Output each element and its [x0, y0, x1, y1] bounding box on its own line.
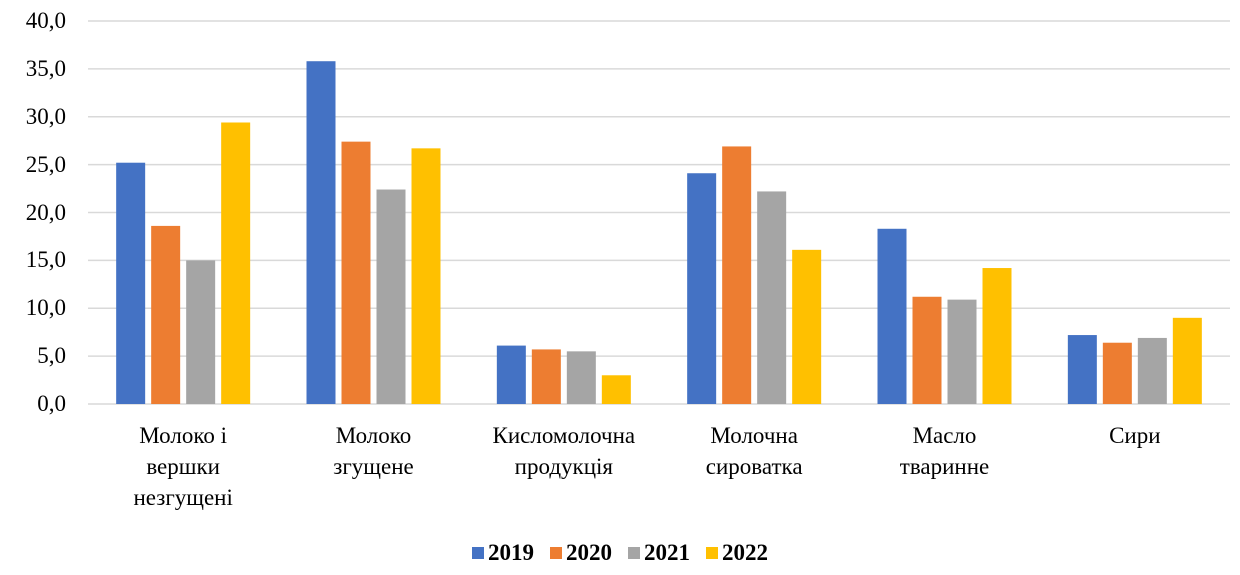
x-tick-label: Молоко і вершки незгущені: [133, 423, 233, 510]
y-tick-label: 5,0: [37, 343, 66, 369]
bar: [722, 146, 752, 404]
bar: [566, 351, 596, 404]
bar: [341, 141, 371, 404]
x-tick-label: Молочна сироватка: [705, 423, 803, 479]
bar: [601, 375, 631, 404]
bar: [376, 189, 406, 404]
bar: [912, 296, 942, 404]
legend-item: 2021: [628, 540, 690, 566]
bar: [792, 249, 822, 404]
bar: [221, 122, 251, 405]
legend-item: 2020: [550, 540, 612, 566]
legend-label: 2019: [488, 540, 534, 565]
bar: [306, 61, 336, 405]
bar: [1172, 317, 1202, 404]
legend-label: 2020: [566, 540, 612, 565]
x-tick-label: Сири: [1109, 423, 1161, 448]
bar: [1067, 335, 1097, 404]
bar: [757, 191, 787, 404]
bar: [982, 268, 1012, 404]
bar: [531, 349, 561, 404]
legend-swatch: [550, 547, 562, 559]
bar: [947, 299, 977, 404]
x-tick-label: Молоко згущене: [333, 423, 414, 479]
bar: [1137, 337, 1167, 404]
y-tick-label: 0,0: [37, 391, 66, 416]
y-tick-label: 10,0: [25, 295, 66, 321]
legend-label: 2022: [722, 540, 768, 565]
legend-swatch: [706, 547, 718, 559]
bar: [116, 162, 146, 404]
bar: [186, 260, 216, 404]
y-tick-label: 15,0: [25, 247, 66, 273]
y-tick-label: 25,0: [25, 151, 66, 177]
y-tick-label: 30,0: [25, 103, 66, 129]
legend-item: 2022: [706, 540, 768, 566]
bar: [496, 345, 526, 404]
legend-swatch: [628, 547, 640, 559]
y-tick-label: 20,0: [25, 199, 66, 225]
y-tick-label: 35,0: [25, 55, 66, 81]
bar: [1102, 342, 1132, 404]
bar: [411, 148, 441, 404]
legend-item: 2019: [472, 540, 534, 566]
bar: [151, 225, 181, 404]
legend-label: 2021: [644, 540, 690, 565]
x-tick-label: Кисломолочна продукція: [492, 423, 636, 479]
legend: 2019 2020 2021 2022: [0, 540, 1240, 566]
bar: [877, 228, 907, 404]
bar: [687, 173, 717, 404]
y-tick-label: 40,0: [25, 8, 66, 33]
x-tick-label: Масло тваринне: [899, 423, 990, 479]
legend-swatch: [472, 547, 484, 559]
